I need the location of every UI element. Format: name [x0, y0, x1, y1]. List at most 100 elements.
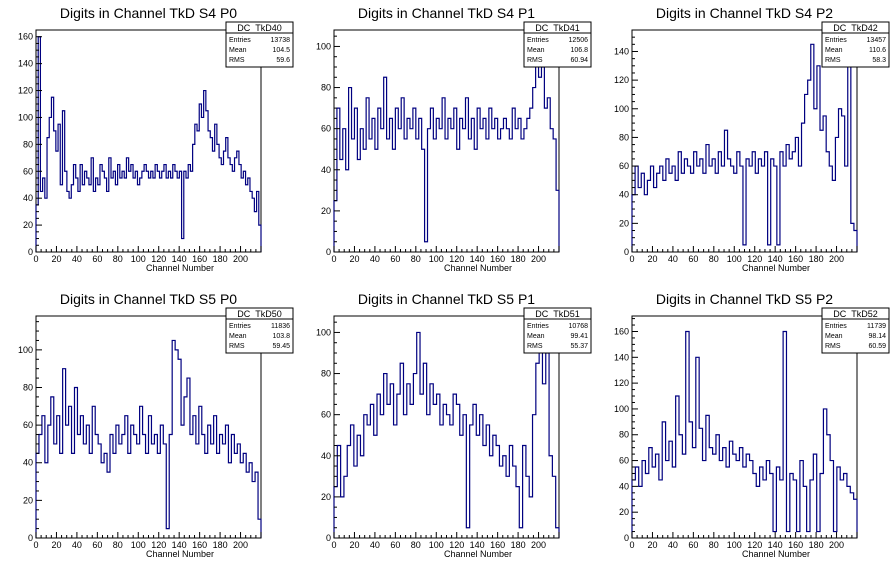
y-tick-label: 80: [23, 382, 33, 392]
stats-name: DC_TkD42: [833, 23, 878, 33]
y-tick-label: 40: [619, 190, 629, 200]
x-tick-label: 120: [151, 540, 166, 550]
x-tick-label: 80: [709, 254, 719, 264]
y-tick-label: 60: [23, 420, 33, 430]
panel-title: Digits in Channel TkD S5 P0: [60, 291, 237, 307]
x-tick-label: 60: [92, 254, 102, 264]
stats-box: DC_TkD41 Entries 12506 Mean 106.8 RMS 60.94: [523, 21, 592, 68]
stats-label: RMS: [527, 343, 543, 350]
stats-name: DC_TkD40: [237, 23, 282, 33]
stats-value: 60.94: [570, 57, 588, 64]
y-tick-label: 100: [316, 327, 331, 337]
y-tick-label: 60: [23, 166, 33, 176]
stats-label: RMS: [527, 57, 543, 64]
plot-frame: [35, 29, 262, 253]
x-tick-label: 180: [213, 254, 228, 264]
x-tick-label: 120: [449, 540, 464, 550]
y-tick-label: 80: [23, 139, 33, 149]
stats-box-frame: [523, 21, 592, 68]
x-tick-label: 160: [192, 254, 207, 264]
x-tick-label: 120: [449, 254, 464, 264]
stats-value: 98.14: [868, 333, 886, 340]
y-tick-label: 20: [23, 220, 33, 230]
stats-value: 11836: [271, 323, 290, 330]
y-tick-label: 120: [18, 86, 33, 96]
histogram-series: [631, 330, 858, 538]
y-tick-label: 0: [624, 533, 629, 543]
x-tick-label: 80: [709, 540, 719, 550]
stats-value: 60.59: [868, 343, 886, 350]
y-tick-label: 80: [619, 132, 629, 142]
y-tick-label: 80: [321, 83, 331, 93]
y-tick-label: 140: [18, 59, 33, 69]
x-tick-label: 40: [72, 254, 82, 264]
x-tick-label: 0: [629, 540, 634, 550]
x-tick-label: 100: [131, 254, 146, 264]
x-tick-label: 180: [511, 540, 526, 550]
histogram-panel-4: Digits in Channel TkD S5 P1 0 20 40 60 80 100 1…: [316, 291, 592, 559]
x-axis-label: Channel Number: [444, 549, 512, 559]
y-tick-label: 120: [614, 75, 629, 85]
x-axis-label: Channel Number: [146, 549, 214, 559]
stats-value: 12506: [569, 37, 589, 44]
stats-label: RMS: [825, 57, 841, 64]
x-tick-label: 120: [747, 254, 762, 264]
stats-value: 59.45: [272, 343, 290, 350]
x-axis-label: Channel Number: [742, 263, 810, 273]
x-axis-label: Channel Number: [742, 549, 810, 559]
y-tick-label: 60: [619, 456, 629, 466]
x-tick-label: 180: [213, 540, 228, 550]
y-tick-label: 0: [28, 533, 33, 543]
panel-title: Digits in Channel TkD S4 P2: [656, 5, 833, 21]
x-tick-label: 140: [768, 540, 783, 550]
x-tick-label: 100: [429, 540, 444, 550]
y-tick-label: 80: [321, 369, 331, 379]
x-tick-label: 160: [192, 540, 207, 550]
panel-title: Digits in Channel TkD S5 P2: [656, 291, 833, 307]
stats-label: RMS: [229, 57, 245, 64]
y-tick-label: 40: [321, 165, 331, 175]
x-tick-label: 0: [33, 540, 38, 550]
stats-label: Entries: [229, 37, 251, 44]
y-tick-label: 160: [18, 32, 33, 42]
y-tick-label: 60: [321, 410, 331, 420]
y-tick-label: 140: [614, 46, 629, 56]
x-tick-label: 100: [429, 254, 444, 264]
stats-label: Entries: [527, 323, 549, 330]
x-tick-label: 20: [349, 254, 359, 264]
y-tick-label: 40: [23, 193, 33, 203]
panel-title: Digits in Channel TkD S5 P1: [358, 291, 535, 307]
x-tick-label: 160: [490, 540, 505, 550]
y-tick-label: 160: [614, 326, 629, 336]
stats-value: 104.5: [272, 47, 290, 54]
stats-name: DC_TkD50: [237, 309, 282, 319]
histogram-series: [333, 56, 560, 252]
stats-label: Mean: [229, 47, 247, 54]
x-tick-label: 40: [72, 540, 82, 550]
x-tick-label: 160: [788, 540, 803, 550]
x-tick-label: 180: [809, 254, 824, 264]
stats-box-frame: [821, 307, 890, 354]
x-tick-label: 200: [233, 254, 248, 264]
histogram-panel-2: Digits in Channel TkD S4 P2 0 20 40 60 80 100 1…: [614, 5, 890, 273]
y-tick-label: 60: [321, 124, 331, 134]
stats-box: DC_TkD42 Entries 13457 Mean 110.6 RMS 58.3: [821, 21, 890, 68]
panel-title: Digits in Channel TkD S4 P1: [358, 5, 535, 21]
x-tick-label: 40: [370, 540, 380, 550]
x-tick-label: 0: [331, 254, 336, 264]
y-tick-label: 100: [614, 104, 629, 114]
panel-title: Digits in Channel TkD S4 P0: [60, 5, 237, 21]
x-tick-label: 60: [390, 254, 400, 264]
x-tick-label: 200: [233, 540, 248, 550]
stats-label: Mean: [229, 333, 247, 340]
x-tick-label: 100: [727, 540, 742, 550]
x-tick-label: 140: [172, 254, 187, 264]
stats-label: Entries: [825, 323, 847, 330]
x-tick-label: 200: [829, 254, 844, 264]
stats-box-frame: [225, 307, 294, 354]
y-tick-label: 0: [326, 533, 331, 543]
stats-value: 58.3: [872, 57, 886, 64]
stats-box-frame: [523, 307, 592, 354]
y-tick-label: 20: [619, 218, 629, 228]
